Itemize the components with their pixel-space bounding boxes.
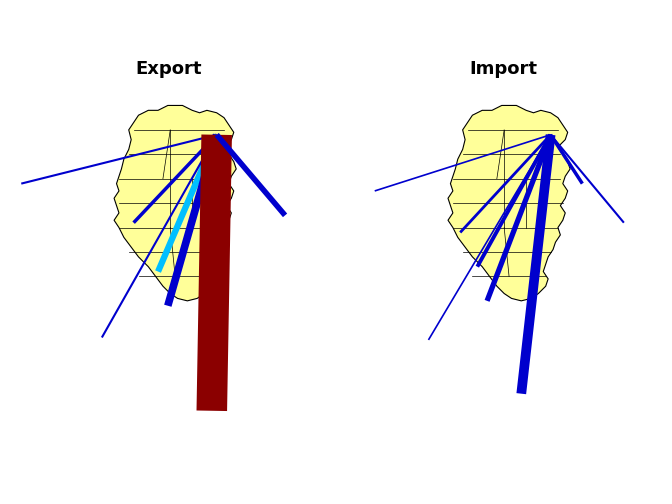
Polygon shape [448,105,570,301]
Polygon shape [114,105,237,301]
Title: Export: Export [136,60,202,78]
Title: Import: Import [469,60,537,78]
